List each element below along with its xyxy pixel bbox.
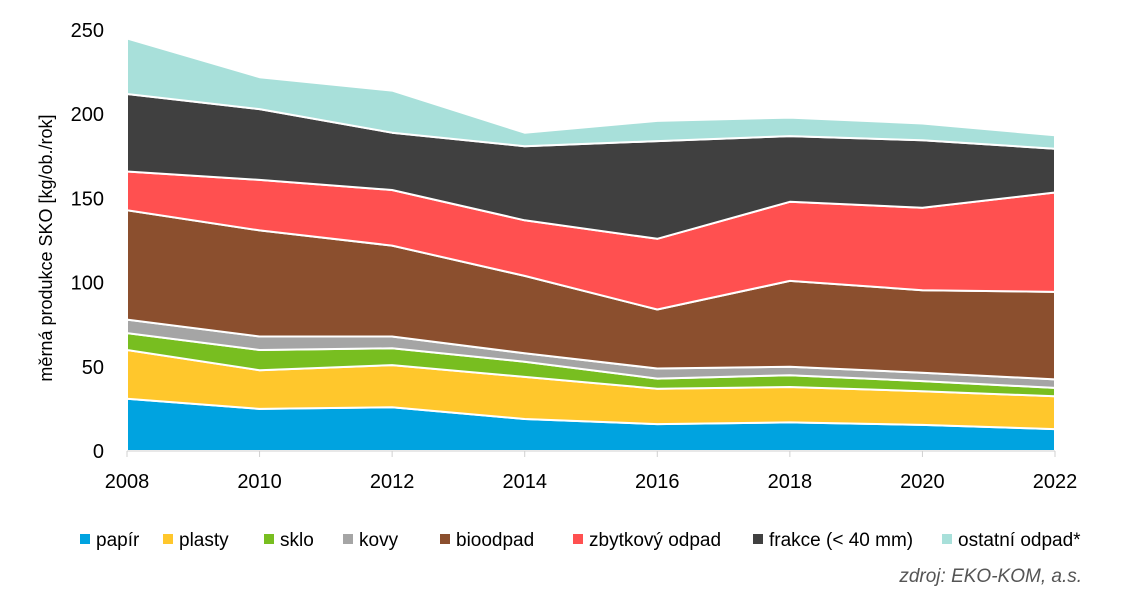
y-tick-label: 150 [71,188,104,210]
source-note: zdroj: EKO-KOM, a.s. [898,566,1082,587]
legend-label: bioodpad [456,530,534,551]
legend-item: plasty [163,530,229,551]
x-tick-label: 2016 [635,471,680,493]
x-axis-ticks: 2008 2010 2012 2014 2016 2018 2020 2022 [105,451,1078,493]
legend-swatch [163,534,173,544]
y-axis-ticks: 0 50 100 150 200 250 [71,20,104,463]
legend-swatch [753,534,763,544]
x-tick-label: 2008 [105,471,150,493]
legend-swatch [942,534,952,544]
y-tick-label: 0 [93,441,104,463]
legend-label: zbytkový odpad [589,530,721,551]
y-tick-label: 100 [71,273,104,295]
y-tick-label: 200 [71,104,104,126]
legend-swatch [440,534,450,544]
legend-item: zbytkový odpad [573,530,721,551]
stacked-areas [126,37,1056,452]
legend-label: ostatní odpad* [958,530,1081,551]
x-tick-label: 2012 [370,471,415,493]
y-tick-label: 50 [82,357,104,379]
legend-item: bioodpad [440,530,534,551]
x-tick-label: 2014 [502,471,547,493]
area-series-7 [126,37,1056,150]
y-tick-label: 250 [71,20,104,42]
legend-label: kovy [359,530,399,551]
x-tick-label: 2020 [900,471,945,493]
legend-item: ostatní odpad* [942,530,1081,551]
legend-item: sklo [264,530,314,551]
legend-swatch [573,534,583,544]
legend-item: kovy [343,530,399,551]
legend-item: papír [80,530,140,551]
legend-swatch [343,534,353,544]
x-tick-label: 2010 [237,471,282,493]
x-tick-label: 2022 [1033,471,1078,493]
legend-label: sklo [280,530,314,551]
legend: papír plasty sklo kovy bioodpad zbytkový odpa… [80,530,1081,551]
legend-label: frakce (< 40 mm) [769,530,913,551]
legend-swatch [264,534,274,544]
legend-label: plasty [179,530,229,551]
y-axis-title: měrná produkce SKO [kg/ob./rok] [36,114,56,381]
x-tick-label: 2018 [768,471,813,493]
legend-label: papír [96,530,140,551]
legend-swatch [80,534,90,544]
legend-item: frakce (< 40 mm) [753,530,913,551]
